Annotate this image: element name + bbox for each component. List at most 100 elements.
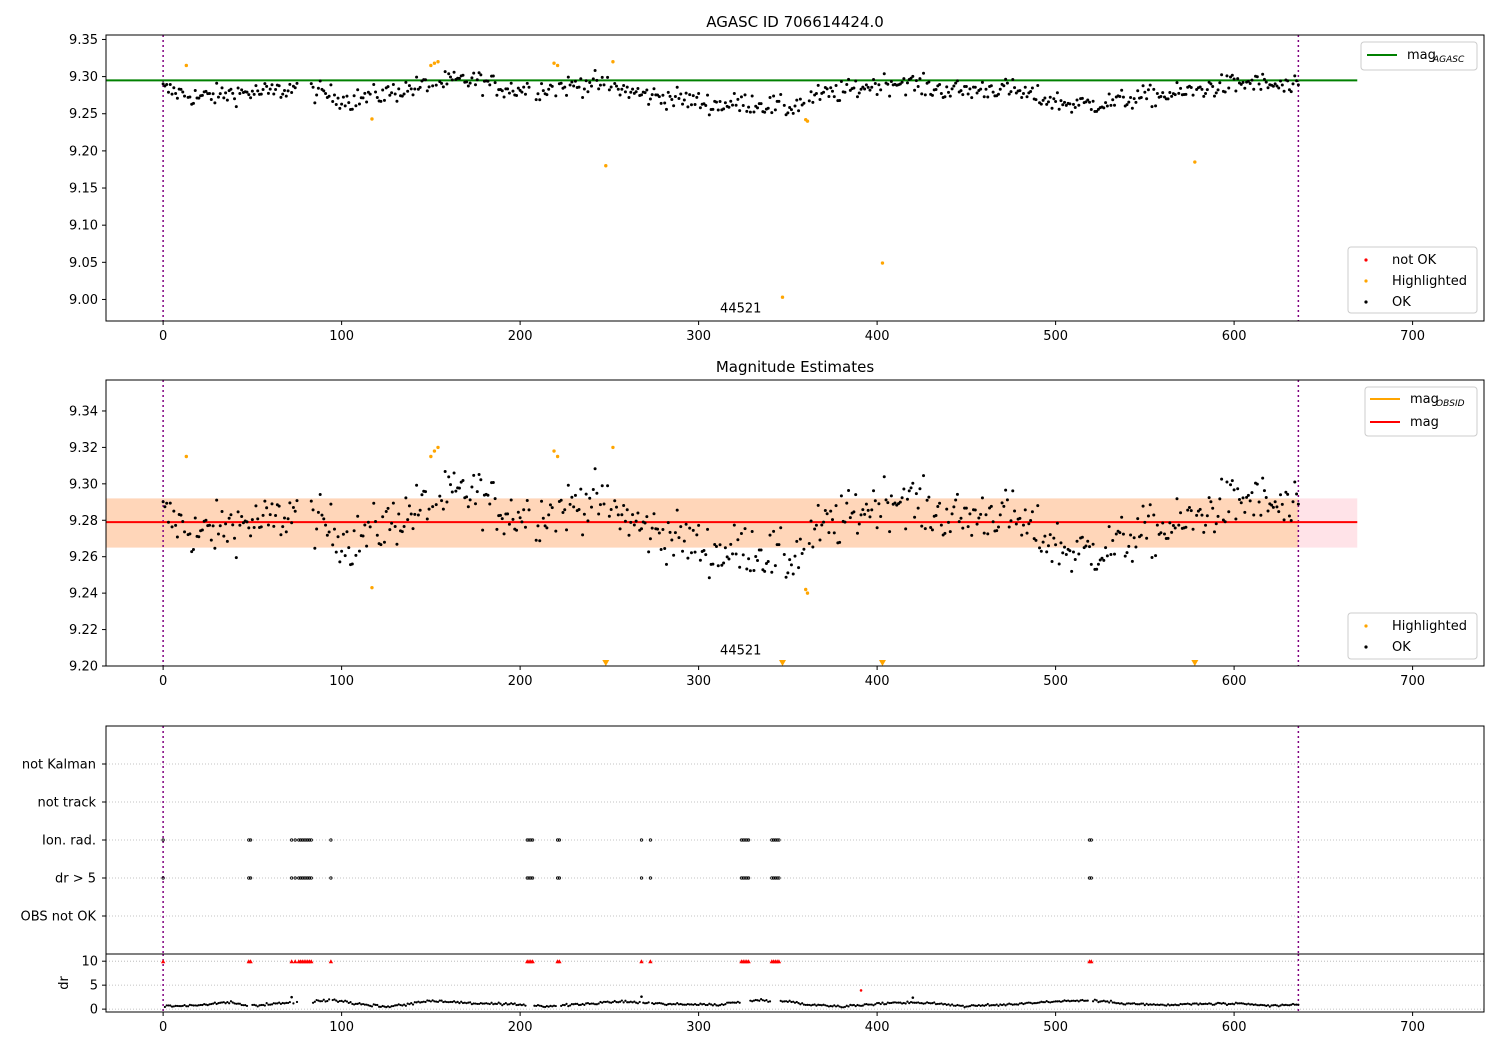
agasc-ok-point — [382, 98, 386, 102]
agasc-ok-point — [1045, 102, 1049, 106]
magnitude-ok-point — [966, 525, 970, 529]
magnitude-ok-point — [534, 538, 538, 542]
dr-point — [1038, 1001, 1041, 1004]
agasc-ok-point — [639, 93, 643, 97]
dr-point — [454, 1001, 457, 1004]
dr-point — [822, 1003, 825, 1006]
dr-point — [1197, 1003, 1200, 1006]
dr-clipped-marker — [557, 959, 562, 964]
agasc-ok-point — [1011, 77, 1015, 81]
magnitude-xtick-label-4: 400 — [865, 674, 890, 689]
magnitude-ok-point — [475, 490, 479, 494]
magnitude-ok-point — [779, 526, 783, 530]
magnitude-ok-point — [1132, 536, 1136, 540]
magnitude-ok-point — [727, 557, 731, 561]
agasc-ok-point — [1291, 82, 1295, 86]
agasc-ok-point — [879, 88, 883, 92]
dr-outlier-point-1 — [290, 995, 293, 999]
agasc-ok-point — [1191, 93, 1195, 97]
magnitude-ok-point — [225, 539, 229, 543]
agasc-ok-point — [615, 84, 619, 88]
dr-point — [1081, 998, 1084, 1002]
dr-point — [1033, 1002, 1036, 1005]
dr-point — [292, 1002, 295, 1005]
magnitude-ok-point — [1291, 500, 1295, 504]
magnitude-ok-point — [1252, 513, 1256, 517]
dr-point — [958, 1004, 961, 1007]
magnitude-ok-point — [500, 517, 504, 521]
dr-point — [1133, 1002, 1136, 1005]
agasc-highlighted-point-6 — [555, 63, 560, 68]
dr-point — [438, 999, 441, 1002]
magnitude-ok-point — [1068, 549, 1072, 553]
agasc-ok-point — [772, 94, 776, 98]
agasc-ok-point — [265, 84, 269, 88]
flag-point — [297, 838, 301, 842]
dr-point — [758, 999, 761, 1002]
dr-point — [781, 1000, 784, 1003]
agasc-ok-point — [984, 87, 988, 91]
agasc-ok-point — [538, 98, 542, 102]
dr-point — [195, 1004, 199, 1007]
dr-point — [888, 1001, 891, 1005]
agasc-ok-point — [473, 83, 477, 87]
agasc-ok-point — [554, 94, 558, 98]
magnitude-ok-point — [415, 483, 419, 487]
dr-point — [1175, 1004, 1179, 1007]
dr-point — [683, 1003, 686, 1006]
magnitude-ok-point — [995, 529, 999, 533]
agasc-ok-point — [704, 103, 708, 107]
dr-point — [472, 1002, 475, 1005]
dr-point — [1250, 1003, 1254, 1006]
agasc-ok-point — [452, 70, 456, 74]
dr-point — [219, 1001, 222, 1004]
magnitude-ok-point — [1046, 544, 1050, 548]
magnitude-ok-point — [291, 505, 295, 509]
dr-point — [645, 1001, 648, 1005]
magnitude-ok-point — [1118, 531, 1122, 535]
magnitude-ok-point — [561, 510, 565, 514]
magnitude-ok-point — [964, 506, 968, 510]
magnitude-ok-point — [554, 529, 558, 533]
magnitude-ok-point — [606, 484, 610, 488]
magnitude-ok-point — [597, 512, 601, 516]
magnitude-ok-point — [970, 533, 974, 537]
agasc-ok-point — [1232, 77, 1236, 81]
dr-point — [799, 1003, 802, 1006]
magnitude-ytick-label-4: 9.28 — [69, 514, 98, 529]
dr-point — [615, 1001, 618, 1004]
dr-point — [215, 1002, 218, 1006]
dr-point — [545, 1005, 548, 1008]
agasc-ok-point — [347, 101, 351, 105]
magnitude-ok-point — [1279, 493, 1283, 497]
dr-point — [256, 1005, 259, 1008]
dr-point — [565, 1002, 568, 1005]
dr-point — [1220, 1002, 1223, 1005]
magnitude-ok-point — [822, 520, 826, 524]
agasc-ok-point — [520, 90, 524, 94]
agasc-ok-point — [834, 83, 838, 87]
dr-point — [677, 1003, 681, 1006]
magnitude-ok-point — [650, 526, 654, 530]
agasc-legend-bottom-box — [1347, 246, 1478, 314]
agasc-ok-point — [588, 80, 592, 84]
dr-point — [1290, 1003, 1293, 1006]
magnitude-ok-point — [1229, 483, 1233, 487]
magnitude-ok-point — [643, 521, 647, 525]
agasc-ok-point — [747, 105, 751, 109]
magnitude-ok-point — [855, 531, 859, 535]
agasc-ok-point — [1273, 82, 1277, 86]
agasc-ok-point — [1159, 95, 1163, 99]
agasc-ok-point — [175, 96, 179, 100]
magnitude-ok-point — [545, 526, 549, 530]
agasc-ok-point — [1048, 95, 1052, 99]
agasc-ok-point — [970, 96, 974, 100]
magnitude-ok-point — [793, 554, 797, 558]
magnitude-ok-point — [868, 515, 872, 519]
magnitude-ok-point — [404, 496, 408, 500]
magnitude-ok-point — [1264, 495, 1268, 499]
agasc-ok-point — [752, 110, 756, 114]
magnitude-ok-point — [1100, 556, 1104, 560]
dr-point — [1077, 1000, 1080, 1003]
agasc-ok-point — [509, 81, 513, 85]
